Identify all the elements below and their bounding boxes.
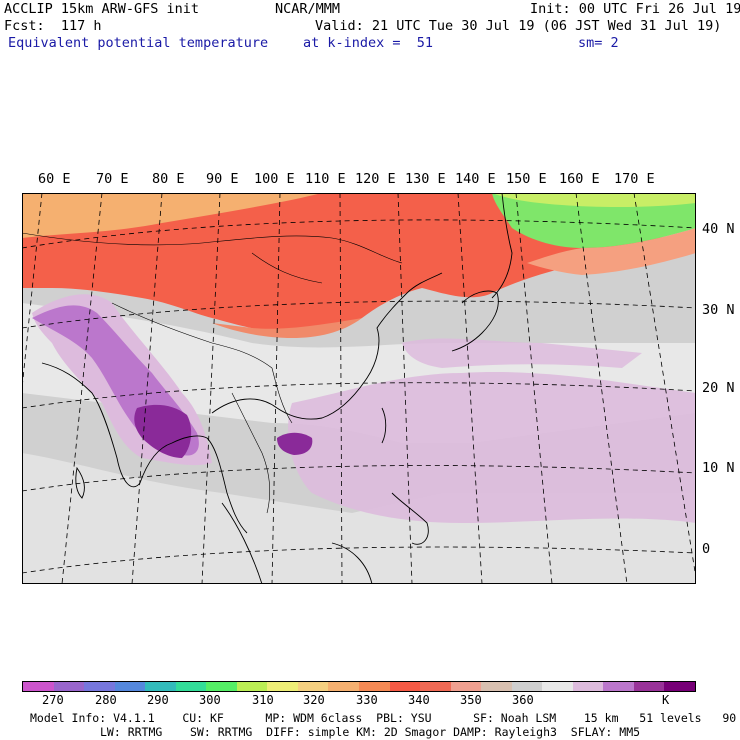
colorbar-label: 270	[42, 693, 64, 707]
yellow-green-strip	[492, 193, 696, 208]
lon-label: 120 E	[355, 171, 396, 187]
theta-e-map	[22, 193, 696, 584]
lat-label: 30 N	[702, 302, 735, 318]
lon-label: 150 E	[506, 171, 547, 187]
deep-purple-bay-of-bengal	[134, 404, 192, 458]
colorbar	[22, 681, 696, 692]
salmon-band-northeast	[527, 228, 696, 275]
lon-label: 80 E	[152, 171, 185, 187]
colorbar-swatch	[145, 682, 176, 691]
lon-label: 60 E	[38, 171, 71, 187]
colorbar-swatch	[23, 682, 54, 691]
colorbar-swatch	[267, 682, 298, 691]
colorbar-swatch	[633, 682, 665, 691]
colorbar-label: 320	[303, 693, 325, 707]
lat-label: 40 N	[702, 221, 735, 237]
model-info-line2: LW: RRTMG SW: RRTMG DIFF: simple KM: 2D …	[100, 725, 641, 739]
colorbar-label: 290	[147, 693, 169, 707]
colorbar-swatch	[450, 682, 482, 691]
smoothing: sm= 2	[578, 35, 619, 51]
green-region-northeast	[492, 193, 696, 248]
lat-label: 0	[702, 541, 711, 557]
coastlines	[41, 193, 513, 584]
colorbar-swatch	[389, 682, 421, 691]
level-index: at k-index = 51	[303, 35, 434, 51]
lon-label: 130 E	[405, 171, 446, 187]
colorbar-swatch	[206, 682, 237, 691]
lon-label: 110 E	[305, 171, 346, 187]
colorbar-swatch	[511, 682, 543, 691]
lat-lon-grid	[22, 193, 696, 584]
model-info-line1: Model Info: V4.1.1 CU: KF MP: WDM 6class…	[30, 711, 740, 725]
colorbar-swatch	[236, 682, 268, 691]
colorbar-swatch	[53, 682, 85, 691]
lon-label: 90 E	[206, 171, 239, 187]
colorbar-label: 360	[512, 693, 534, 707]
lat-label: 10 N	[702, 460, 735, 476]
colorbar-swatch	[572, 682, 604, 691]
colorbar-swatch	[328, 682, 360, 691]
orange-region-northwest	[22, 193, 322, 238]
lilac-region-north	[402, 338, 642, 368]
deep-purple-gulf-tonkin	[277, 432, 313, 455]
colorbar-label: 300	[199, 693, 221, 707]
colorbar-swatch	[542, 682, 573, 691]
lon-label: 170 E	[614, 171, 655, 187]
colorbar-label: 310	[252, 693, 274, 707]
organization: NCAR/MMM	[275, 1, 341, 17]
colorbar-label: 340	[408, 693, 430, 707]
lon-label: 140 E	[455, 171, 496, 187]
colorbar-swatch	[175, 682, 207, 691]
colorbar-swatch	[420, 682, 451, 691]
valid-time: Valid: 21 UTC Tue 30 Jul 19 (06 JST Wed …	[315, 18, 722, 34]
colorbar-label: 350	[460, 693, 482, 707]
model-title: ACCLIP 15km ARW-GFS init	[4, 1, 200, 17]
lon-label: 70 E	[96, 171, 129, 187]
forecast-hour: Fcst: 117 h	[4, 18, 102, 34]
colorbar-label: K	[662, 693, 670, 707]
field-name: Equivalent potential temperature	[8, 35, 269, 51]
init-time: Init: 00 UTC Fri 26 Jul 19	[530, 1, 740, 17]
colorbar-swatch	[359, 682, 390, 691]
colorbar-label: 330	[356, 693, 378, 707]
colorbar-swatch	[297, 682, 329, 691]
colorbar-swatch	[664, 682, 696, 691]
orange-fringe	[212, 318, 362, 338]
lon-label: 100 E	[254, 171, 295, 187]
map-frame	[22, 193, 696, 584]
colorbar-swatch	[114, 682, 146, 691]
lon-label: 160 E	[559, 171, 600, 187]
lat-label: 20 N	[702, 380, 735, 396]
light-grey-region-south	[22, 453, 696, 584]
colorbar-swatch	[603, 682, 634, 691]
colorbar-swatch	[84, 682, 115, 691]
colorbar-swatch	[481, 682, 512, 691]
lilac-region-pacific	[288, 372, 696, 523]
colorbar-label: 280	[95, 693, 117, 707]
